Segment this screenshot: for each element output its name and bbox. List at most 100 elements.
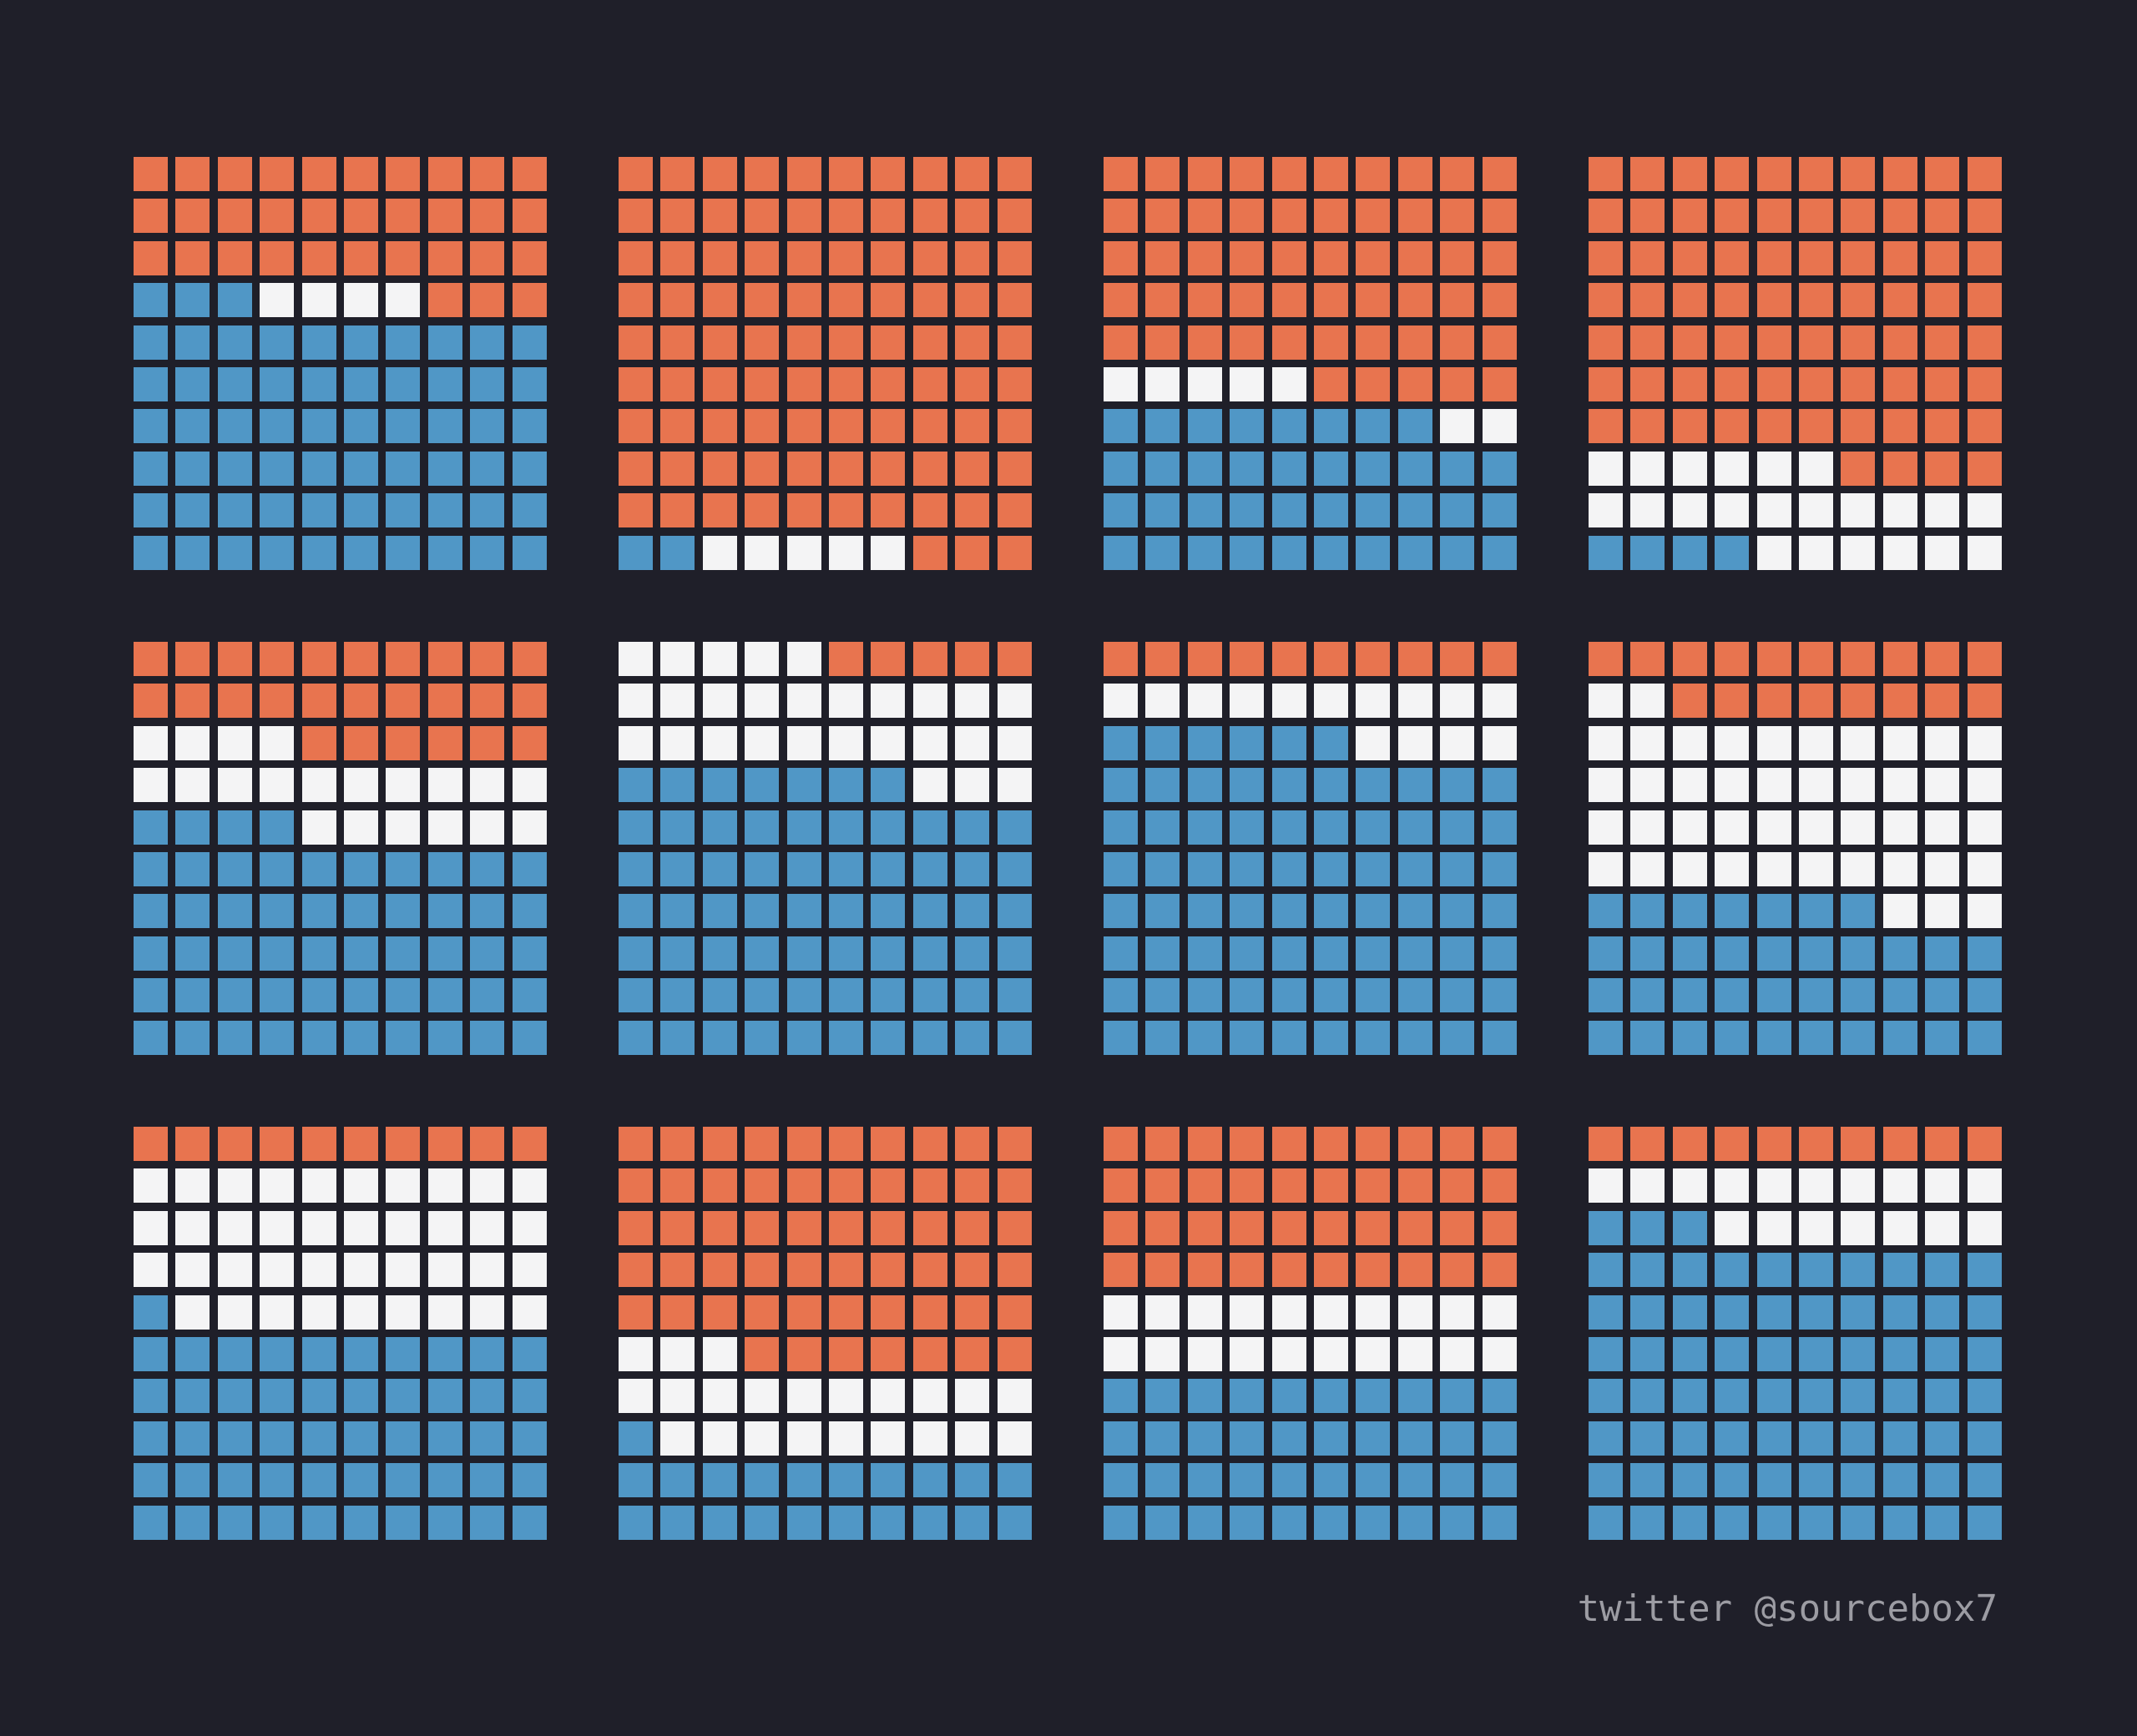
waffle-cell-white xyxy=(619,1379,653,1414)
waffle-cell-blue xyxy=(1104,1463,1138,1498)
waffle-cell-blue xyxy=(660,978,695,1013)
waffle-cell-orange xyxy=(1799,325,1833,360)
waffle-cell-orange xyxy=(1925,1127,1960,1161)
waffle-cell-white xyxy=(1925,493,1960,528)
waffle-cell-orange xyxy=(619,1168,653,1204)
waffle-cell-blue xyxy=(1230,451,1265,486)
waffle-cell-orange xyxy=(955,1337,990,1371)
waffle-cell-orange xyxy=(702,325,737,360)
waffle-cell-blue xyxy=(786,1505,821,1540)
waffle-cell-orange xyxy=(386,642,421,676)
waffle-cell-white xyxy=(1630,852,1665,886)
waffle-cell-blue xyxy=(1589,1337,1623,1371)
waffle-cell-blue xyxy=(1314,978,1348,1013)
waffle-cell-orange xyxy=(1882,1127,1917,1161)
waffle-cell-orange xyxy=(786,1337,821,1371)
waffle-cell-blue xyxy=(1314,451,1348,486)
waffle-cell-blue xyxy=(1589,936,1623,971)
waffle-cell-orange xyxy=(470,684,505,719)
waffle-cell-orange xyxy=(619,367,653,401)
waffle-cell-orange xyxy=(745,325,780,360)
waffle-cell-white xyxy=(134,1210,168,1245)
waffle-cell-white xyxy=(1882,1210,1917,1245)
waffle-cell-blue xyxy=(217,894,252,929)
waffle-cell-blue xyxy=(1440,810,1475,845)
waffle-cell-orange xyxy=(1314,1127,1348,1161)
credit-text: twitter @sourcebox7 xyxy=(1577,1587,1998,1630)
waffle-cell-white xyxy=(1799,768,1833,803)
waffle-cell-orange xyxy=(871,409,906,444)
waffle-cell-orange xyxy=(619,240,653,275)
waffle-cell-blue xyxy=(301,367,336,401)
waffle-cell-blue xyxy=(955,1505,990,1540)
waffle-cell-blue xyxy=(344,1505,378,1540)
waffle-cell-blue xyxy=(1756,1463,1791,1498)
waffle-cell-orange xyxy=(1715,283,1750,318)
waffle-panel-7 xyxy=(1104,642,1517,1055)
waffle-cell-white xyxy=(217,725,252,760)
waffle-cell-blue xyxy=(1440,493,1475,528)
waffle-cell-blue xyxy=(1630,1505,1665,1540)
waffle-cell-orange xyxy=(912,642,947,676)
waffle-cell-white xyxy=(871,535,906,570)
waffle-cell-white xyxy=(344,1294,378,1330)
waffle-cell-blue xyxy=(1756,1020,1791,1055)
waffle-cell-orange xyxy=(1589,409,1623,444)
waffle-cell-blue xyxy=(1756,1421,1791,1456)
waffle-cell-blue xyxy=(470,894,505,929)
waffle-cell-blue xyxy=(619,535,653,570)
waffle-cell-blue xyxy=(955,936,990,971)
waffle-cell-orange xyxy=(1882,409,1917,444)
waffle-cell-orange xyxy=(1715,240,1750,275)
waffle-cell-blue xyxy=(660,1505,695,1540)
waffle-cell-orange xyxy=(829,409,863,444)
waffle-cell-blue xyxy=(1230,852,1265,886)
waffle-cell-blue xyxy=(1589,1253,1623,1288)
waffle-cell-blue xyxy=(1440,451,1475,486)
waffle-cell-blue xyxy=(1715,894,1750,929)
waffle-cell-orange xyxy=(829,240,863,275)
waffle-cell-blue xyxy=(344,535,378,570)
waffle-cell-orange xyxy=(1356,1168,1391,1204)
waffle-cell-blue xyxy=(344,367,378,401)
waffle-cell-white xyxy=(1799,535,1833,570)
waffle-cell-blue xyxy=(427,451,462,486)
waffle-cell-blue xyxy=(260,810,295,845)
waffle-cell-blue xyxy=(997,810,1032,845)
waffle-cell-blue xyxy=(344,852,378,886)
waffle-cell-orange xyxy=(1882,684,1917,719)
waffle-cell-blue xyxy=(427,894,462,929)
waffle-cell-orange xyxy=(427,725,462,760)
waffle-cell-orange xyxy=(786,1210,821,1245)
waffle-cell-blue xyxy=(1440,936,1475,971)
waffle-cell-orange xyxy=(786,1168,821,1204)
waffle-cell-white xyxy=(427,768,462,803)
waffle-cell-orange xyxy=(1314,283,1348,318)
waffle-cell-orange xyxy=(1482,367,1517,401)
waffle-cell-orange xyxy=(1925,283,1960,318)
waffle-cell-blue xyxy=(1271,725,1306,760)
waffle-cell-orange xyxy=(1672,1127,1707,1161)
waffle-cell-orange xyxy=(955,1168,990,1204)
waffle-cell-white xyxy=(1104,1294,1138,1330)
waffle-cell-blue xyxy=(301,1421,336,1456)
waffle-cell-orange xyxy=(1104,642,1138,676)
waffle-cell-white xyxy=(1589,451,1623,486)
waffle-cell-white xyxy=(745,642,780,676)
waffle-cell-blue xyxy=(1356,1020,1391,1055)
waffle-cell-blue xyxy=(1271,1020,1306,1055)
waffle-cell-white xyxy=(702,684,737,719)
waffle-cell-orange xyxy=(1482,157,1517,191)
waffle-cell-blue xyxy=(1589,1379,1623,1414)
waffle-cell-blue xyxy=(997,1463,1032,1498)
waffle-cell-white xyxy=(1756,810,1791,845)
waffle-cell-orange xyxy=(1271,157,1306,191)
waffle-cell-blue xyxy=(134,283,168,318)
waffle-cell-blue xyxy=(1440,1421,1475,1456)
waffle-cell-orange xyxy=(1799,240,1833,275)
waffle-cell-white xyxy=(1967,852,2002,886)
waffle-cell-white xyxy=(1756,725,1791,760)
waffle-cell-orange xyxy=(1715,157,1750,191)
waffle-cell-orange xyxy=(997,240,1032,275)
waffle-cell-white xyxy=(1230,1337,1265,1371)
